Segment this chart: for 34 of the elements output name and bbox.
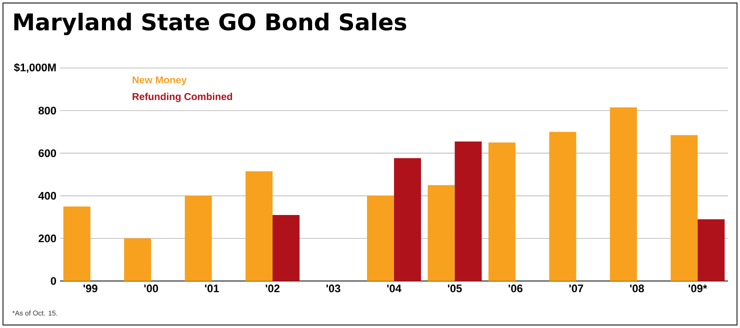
x-tick-label: '08 (630, 284, 644, 292)
x-tick-label: '99 (84, 284, 98, 292)
y-tick-label: 600 (38, 149, 56, 158)
x-tick-label: '04 (387, 284, 402, 292)
x-tick-label: '07 (569, 284, 584, 292)
bar (63, 206, 90, 281)
y-tick-label: 800 (38, 106, 56, 114)
bar (246, 171, 273, 281)
bar (124, 238, 152, 281)
y-tick-label: 0 (50, 277, 56, 285)
x-tick-label: '06 (508, 284, 522, 292)
bar (367, 196, 394, 281)
bar (610, 107, 637, 281)
bar (549, 132, 576, 281)
y-tick-label: 400 (38, 192, 56, 200)
x-tick-label: '02 (266, 284, 280, 292)
x-tick-label: '01 (205, 284, 219, 292)
x-tick-label: '05 (448, 284, 462, 292)
x-tick-label: '03 (326, 284, 340, 292)
bar (394, 158, 422, 281)
y-tick-label: $1,000M (14, 63, 56, 73)
bar (670, 135, 698, 281)
chart-title: Maryland State GO Bond Sales (14, 12, 406, 36)
bar (488, 142, 516, 281)
bar (428, 185, 455, 281)
text: New Money (132, 76, 187, 86)
bar (454, 141, 482, 281)
bar (698, 219, 725, 281)
text: Refunding Combined (132, 92, 232, 102)
y-tick-label: 200 (38, 234, 56, 242)
x-tick-label: '09* (688, 284, 708, 292)
x-tick-label: '00 (144, 284, 158, 292)
bar (184, 196, 212, 281)
bar (272, 214, 300, 281)
